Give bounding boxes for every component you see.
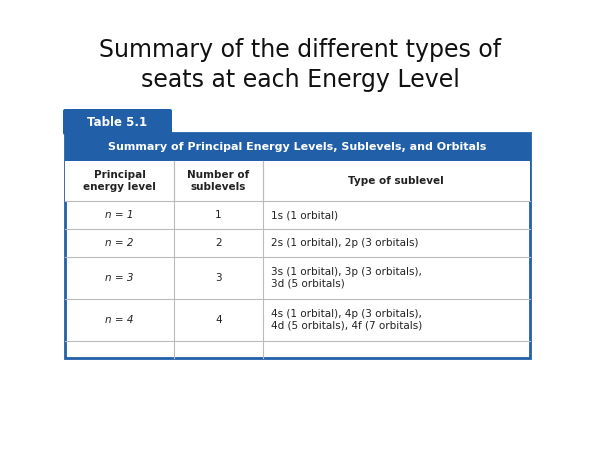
Text: Summary of the different types of
seats at each Energy Level: Summary of the different types of seats … <box>99 38 501 92</box>
FancyBboxPatch shape <box>63 109 172 135</box>
Text: Summary of Principal Energy Levels, Sublevels, and Orbitals: Summary of Principal Energy Levels, Subl… <box>109 142 487 152</box>
Text: 3: 3 <box>215 273 222 283</box>
Text: Principal
energy level: Principal energy level <box>83 170 156 192</box>
Text: 2: 2 <box>215 238 222 248</box>
Text: Type of sublevel: Type of sublevel <box>349 176 444 186</box>
Text: n = 3: n = 3 <box>106 273 134 283</box>
Text: n = 2: n = 2 <box>106 238 134 248</box>
Text: n = 1: n = 1 <box>106 210 134 220</box>
Text: 3s (1 orbital), 3p (3 orbitals),
3d (5 orbitals): 3s (1 orbital), 3p (3 orbitals), 3d (5 o… <box>271 267 421 289</box>
Text: 2s (1 orbital), 2p (3 orbitals): 2s (1 orbital), 2p (3 orbitals) <box>271 238 418 248</box>
Bar <box>65 161 530 201</box>
Text: 1: 1 <box>215 210 222 220</box>
Text: Number of
sublevels: Number of sublevels <box>187 170 250 192</box>
Bar <box>65 133 530 161</box>
Bar <box>65 133 530 358</box>
Text: 1s (1 orbital): 1s (1 orbital) <box>271 210 338 220</box>
Text: 4: 4 <box>215 315 222 325</box>
Text: Table 5.1: Table 5.1 <box>88 116 148 129</box>
Text: 4s (1 orbital), 4p (3 orbitals),
4d (5 orbitals), 4f (7 orbitals): 4s (1 orbital), 4p (3 orbitals), 4d (5 o… <box>271 309 422 331</box>
Text: n = 4: n = 4 <box>106 315 134 325</box>
